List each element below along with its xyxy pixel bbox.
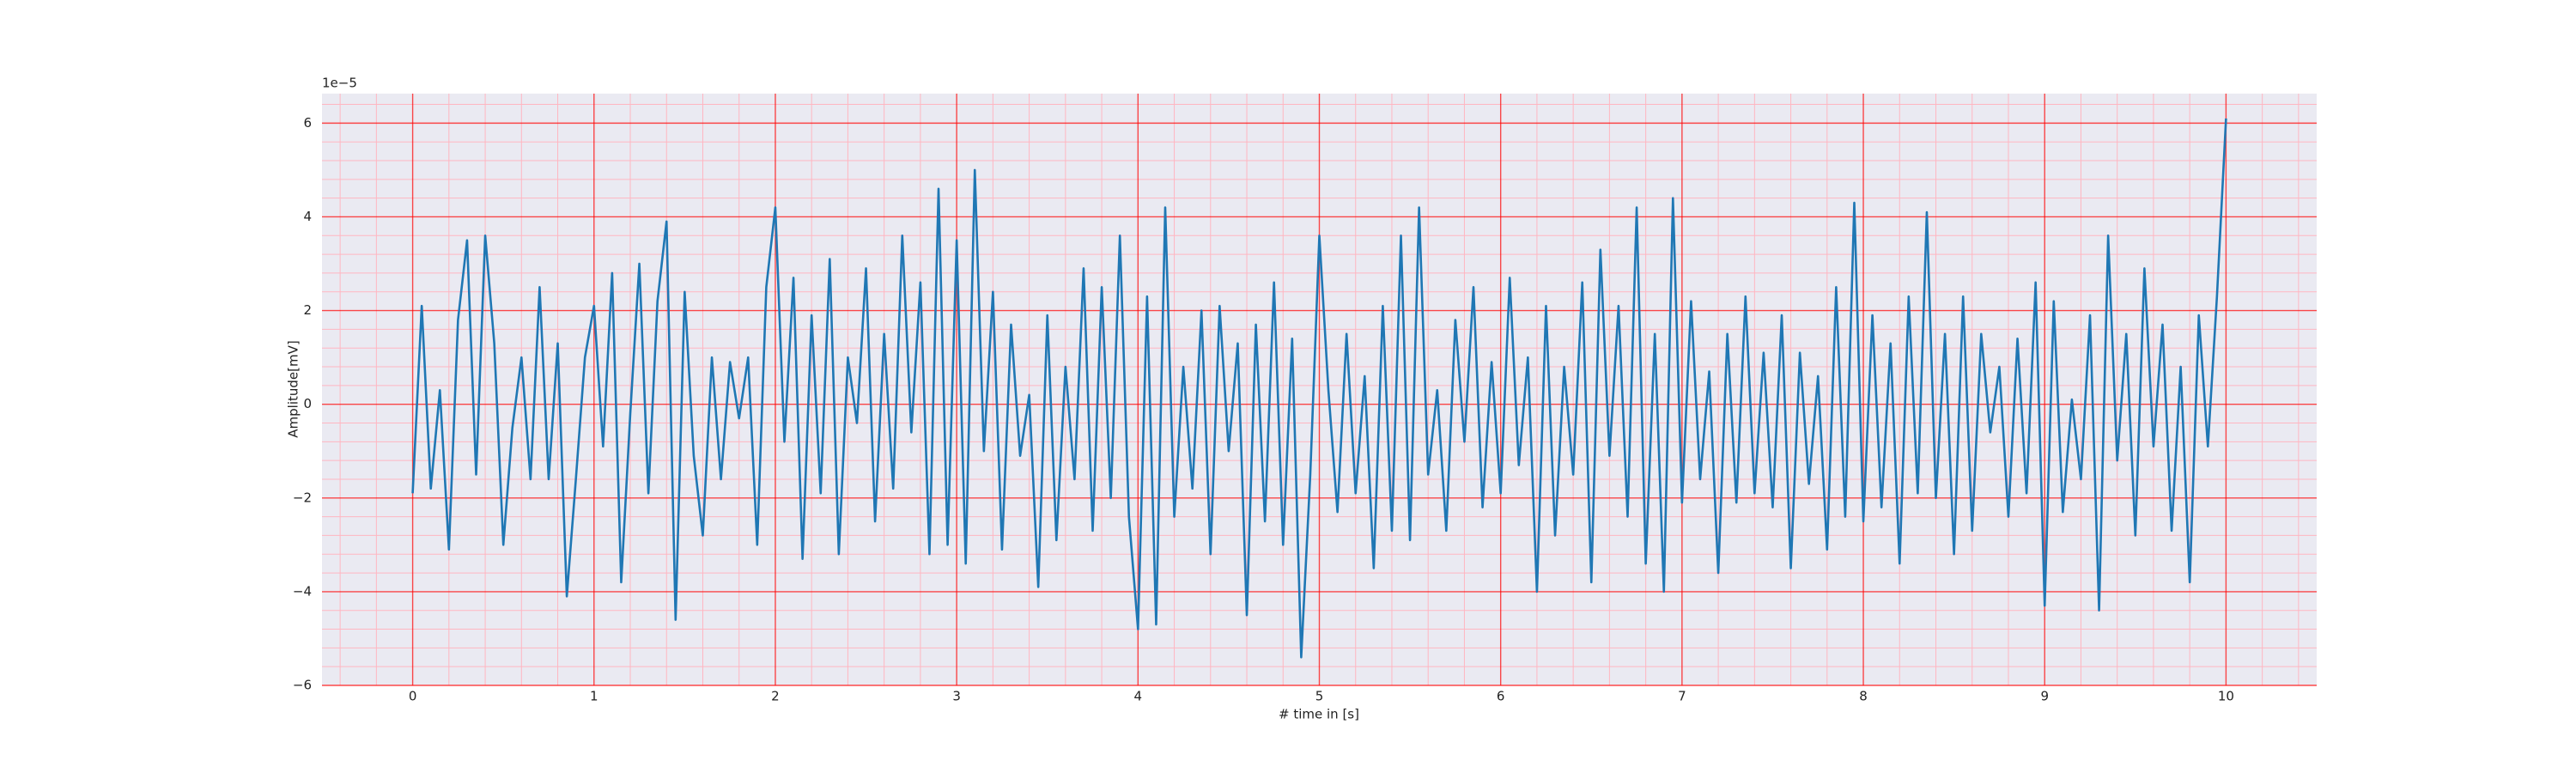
x-tick-label: 4	[1134, 689, 1143, 704]
y-tick-label: 2	[303, 302, 312, 318]
y-tick-label: 4	[303, 209, 312, 224]
x-tick-label: 9	[2040, 689, 2049, 704]
y-tick-label: −6	[293, 678, 312, 693]
y-tick-label: 6	[303, 115, 312, 131]
x-tick-label: 7	[1678, 689, 1686, 704]
y-tick-label: −4	[293, 583, 312, 599]
x-tick-label: 1	[590, 689, 598, 704]
x-tick-label: 10	[2218, 689, 2234, 704]
y-tick-label: −2	[293, 490, 312, 505]
x-tick-label: 8	[1859, 689, 1868, 704]
x-tick-label: 2	[771, 689, 780, 704]
x-tick-label: 0	[409, 689, 417, 704]
x-axis-label: # time in [s]	[1279, 707, 1359, 722]
marks	[411, 118, 2227, 659]
y-tick-label: 0	[303, 396, 312, 411]
x-tick-label: 3	[952, 689, 961, 704]
x-tick-label: 6	[1497, 689, 1505, 704]
signal-line	[411, 118, 2227, 659]
y-axis-label: Amplitude[mV]	[286, 340, 301, 437]
offset-text: 1e−5	[322, 76, 357, 91]
x-tick-label: 5	[1315, 689, 1324, 704]
